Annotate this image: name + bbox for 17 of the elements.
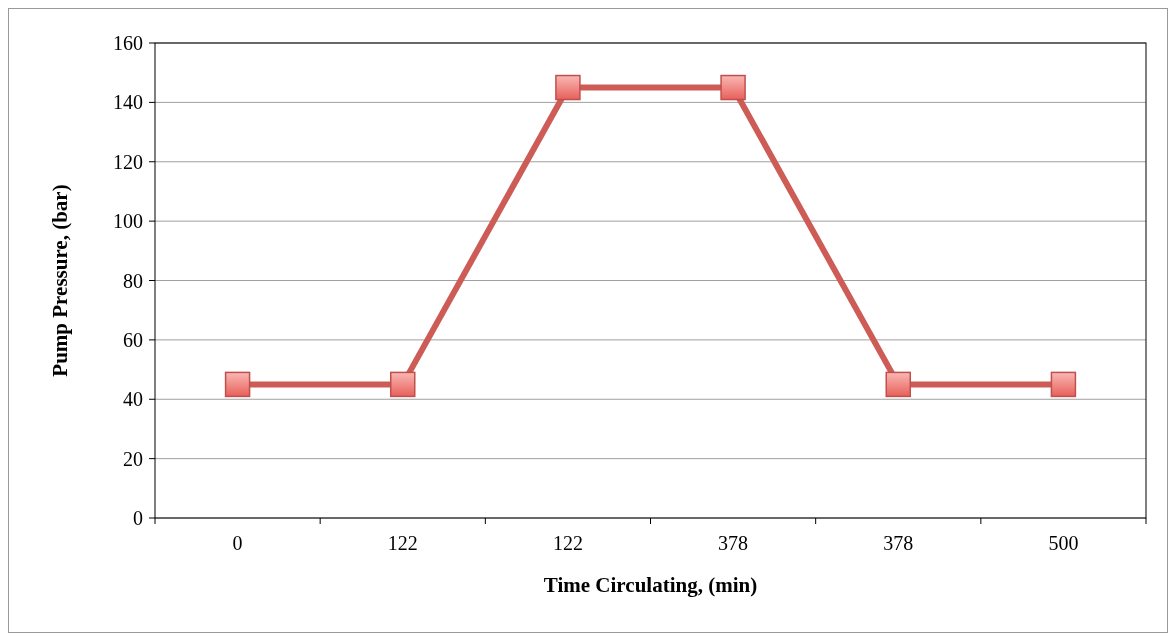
y-tick-label: 60 [123,328,143,351]
y-tick-label: 100 [113,210,143,233]
y-tick-label: 80 [123,269,143,292]
y-tick-label: 20 [123,447,143,470]
y-tick-label: 0 [133,507,143,529]
x-tick-label: 378 [718,532,749,554]
x-axis-title: Time Circulating, (min) [543,573,758,597]
x-tick-label: 122 [552,532,583,554]
y-tick-label: 140 [113,91,143,114]
x-tick-label: 500 [1048,532,1079,554]
x-tick-label: 378 [883,532,914,554]
y-axis-title: Pump Pressure, (bar) [48,184,72,377]
x-tick-label: 0 [232,532,243,554]
x-tick-label: 122 [387,532,418,554]
y-tick-label: 40 [123,388,143,411]
y-tick-label: 160 [113,32,143,54]
y-tick-label: 120 [113,150,143,173]
